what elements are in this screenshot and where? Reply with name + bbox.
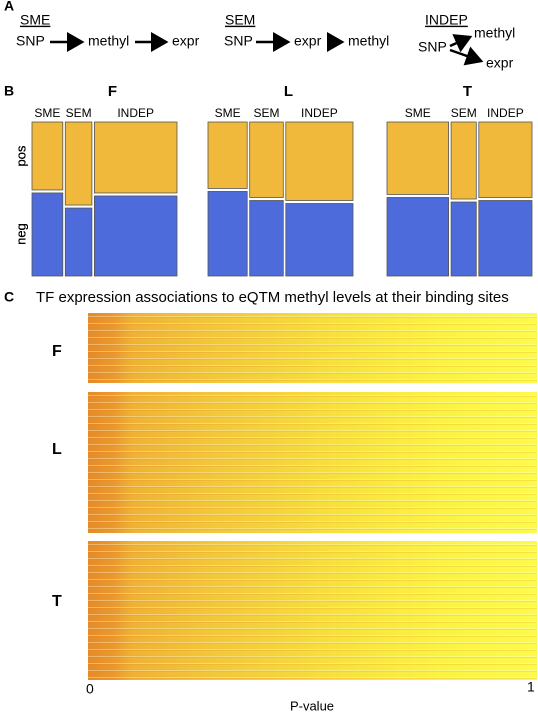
x-label: P-value xyxy=(290,698,334,713)
x-max: 1 xyxy=(527,679,535,695)
row-label: L xyxy=(52,441,62,458)
plot-title: T xyxy=(463,83,472,100)
column-label: SEM xyxy=(451,106,477,120)
column-label: SME xyxy=(215,106,241,120)
node: methyl xyxy=(474,25,515,41)
pos-block xyxy=(94,121,178,194)
pos-block xyxy=(207,121,248,189)
column-label: SEM xyxy=(253,106,279,120)
node: SNP xyxy=(16,33,45,49)
column-label: SME xyxy=(405,106,431,120)
plot-title: F xyxy=(108,83,117,100)
model-name: SME xyxy=(20,12,50,28)
panel-label: C xyxy=(4,289,14,305)
neg-block xyxy=(285,203,354,277)
node: SNP xyxy=(224,33,253,49)
pos-block xyxy=(249,121,284,198)
neg-block xyxy=(386,197,449,277)
pos-block xyxy=(478,121,533,198)
panel-label: A xyxy=(4,0,14,14)
node: methyl xyxy=(348,33,389,49)
row-label: pos xyxy=(13,145,28,166)
column-label: INDEP xyxy=(487,106,524,120)
pos-block xyxy=(386,121,449,195)
neg-block xyxy=(478,200,533,277)
node: expr xyxy=(172,33,200,49)
node: expr xyxy=(294,33,322,49)
node: methyl xyxy=(88,33,129,49)
neg-block xyxy=(207,191,248,277)
row-label: neg xyxy=(13,223,28,245)
row-label: pos xyxy=(13,145,28,166)
pos-block xyxy=(64,121,93,206)
heatmap xyxy=(88,541,537,680)
pos-block xyxy=(450,121,477,200)
column-label: SEM xyxy=(66,106,92,120)
pos-block xyxy=(31,121,64,191)
x-min: 0 xyxy=(86,681,94,697)
arrow xyxy=(449,34,473,53)
row-label: T xyxy=(52,593,62,610)
row-label: F xyxy=(52,343,62,360)
row-label: neg xyxy=(13,223,28,245)
neg-block xyxy=(31,192,64,277)
column-label: SME xyxy=(34,106,60,120)
neg-block xyxy=(249,200,284,277)
node: expr xyxy=(486,55,514,71)
row-label: pos xyxy=(13,145,28,166)
panel-label: B xyxy=(4,83,14,99)
heatmap xyxy=(88,313,537,383)
node: SNP xyxy=(418,39,447,55)
neg-block xyxy=(64,207,93,277)
pos-block xyxy=(285,121,354,201)
heatmap-title: TF expression associations to eQTM methy… xyxy=(36,289,509,306)
column-label: INDEP xyxy=(117,106,154,120)
column-label: INDEP xyxy=(301,106,338,120)
neg-block xyxy=(94,195,178,277)
model-name: INDEP xyxy=(425,12,468,28)
neg-block xyxy=(450,201,477,277)
arrow xyxy=(449,46,484,66)
heatmap xyxy=(88,392,537,533)
row-label: neg xyxy=(13,223,28,245)
plot-title: L xyxy=(284,83,293,100)
model-name: SEM xyxy=(225,12,255,28)
